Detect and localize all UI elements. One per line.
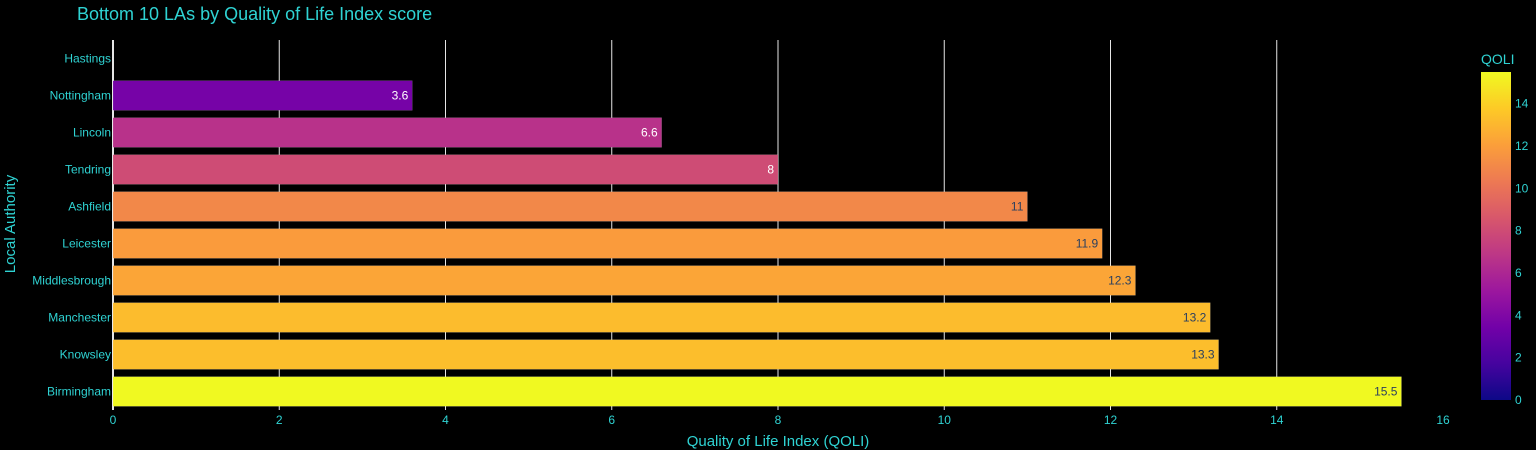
bar-manchester <box>112 302 1211 333</box>
x-axis-title: Quality of Life Index (QOLI) <box>687 433 870 450</box>
y-tick-label: Ashfield <box>68 200 111 214</box>
bar-tendring <box>112 154 779 185</box>
x-axis: 0 2 4 6 8 10 12 14 16 <box>110 413 1450 427</box>
bar-nottingham <box>112 80 413 111</box>
x-tick-label: 10 <box>938 413 952 427</box>
bar-value-label: 11 <box>1011 200 1024 214</box>
colorbar-gradient <box>1481 72 1511 400</box>
bar-leicester <box>112 228 1103 259</box>
x-tick-label: 6 <box>608 413 615 427</box>
colorbar-tick-label: 12 <box>1515 139 1529 153</box>
y-tick-label: Middlesbrough <box>32 274 111 288</box>
colorbar-tick-label: 2 <box>1515 351 1522 365</box>
y-tick-label: Tendring <box>65 163 111 177</box>
x-tick-label: 4 <box>442 413 449 427</box>
x-tick-label: 12 <box>1104 413 1118 427</box>
y-tick-label: Knowsley <box>60 348 111 362</box>
bar-value-label: 15.5 <box>1374 385 1398 399</box>
x-tick-label: 0 <box>110 413 117 427</box>
x-tick-label: 16 <box>1436 413 1450 427</box>
bar-value-label: 13.3 <box>1191 348 1215 362</box>
y-axis-title: Local Authority <box>2 174 19 273</box>
colorbar-tick-label: 0 <box>1515 393 1522 407</box>
chart-title: Bottom 10 LAs by Quality of Life Index s… <box>77 4 432 24</box>
x-tick-label: 8 <box>775 413 782 427</box>
colorbar-tick-label: 14 <box>1515 97 1529 111</box>
y-tick-label: Hastings <box>64 52 111 66</box>
bar-lincoln <box>112 117 662 148</box>
colorbar-title: QOLI <box>1481 51 1514 67</box>
bar-value-label: 3.6 <box>392 89 409 103</box>
y-tick-label: Leicester <box>62 237 111 251</box>
bar-value-label: 8 <box>767 163 774 177</box>
x-tick-label: 2 <box>276 413 283 427</box>
bar-value-labels: 3.6 6.6 8 11 11.9 12.3 13.2 13.3 15.5 <box>392 89 1398 399</box>
bar-knowsley <box>112 339 1219 370</box>
bar-birmingham <box>112 376 1402 407</box>
colorbar-tick-label: 4 <box>1515 308 1522 322</box>
bars <box>112 80 1402 407</box>
bar-middlesbrough <box>112 265 1136 296</box>
y-tick-label: Nottingham <box>50 89 111 103</box>
bar-value-label: 6.6 <box>641 126 658 140</box>
x-tick-label: 14 <box>1270 413 1284 427</box>
colorbar-tick-label: 8 <box>1515 224 1522 238</box>
bar-value-label: 11.9 <box>1076 237 1099 251</box>
bar-value-label: 12.3 <box>1108 274 1132 288</box>
colorbar-tick-label: 10 <box>1515 181 1529 195</box>
y-tick-label: Lincoln <box>73 126 111 140</box>
colorbar-tick-label: 6 <box>1515 266 1522 280</box>
bar-value-label: 13.2 <box>1183 311 1207 325</box>
colorbar: 0 2 4 6 8 10 12 14 <box>1481 72 1529 407</box>
y-axis: Hastings Nottingham Lincoln Tendring Ashfiel… <box>32 52 111 399</box>
y-tick-label: Birmingham <box>47 385 111 399</box>
bar-ashfield <box>112 191 1028 222</box>
y-tick-label: Manchester <box>48 311 111 325</box>
